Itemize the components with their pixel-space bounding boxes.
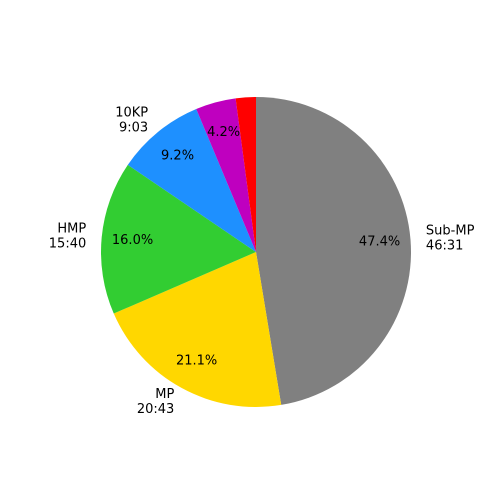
slice-label: 10KP (115, 105, 148, 120)
pie-slice (256, 97, 411, 405)
slice-duration: 9:03 (119, 120, 148, 135)
pie-slice (113, 252, 282, 407)
slice-label: Sub-MP (426, 224, 475, 239)
pie-slice (101, 164, 257, 314)
slice-duration: 20:43 (137, 402, 174, 417)
slice-duration: 46:31 (426, 239, 463, 254)
slice-duration: 15:40 (49, 236, 86, 251)
pie-slice (196, 98, 256, 252)
percent-label: 16.0% (112, 233, 153, 248)
percent-label: 47.4% (359, 234, 400, 249)
percent-label: 4.2% (207, 125, 240, 140)
slice-label: MP (155, 387, 174, 402)
slice-label: HMP (57, 221, 86, 236)
pie-slice (127, 108, 256, 253)
percent-label: 9.2% (161, 148, 194, 163)
pie-slice (235, 97, 256, 252)
percent-label: 21.1% (176, 353, 217, 368)
